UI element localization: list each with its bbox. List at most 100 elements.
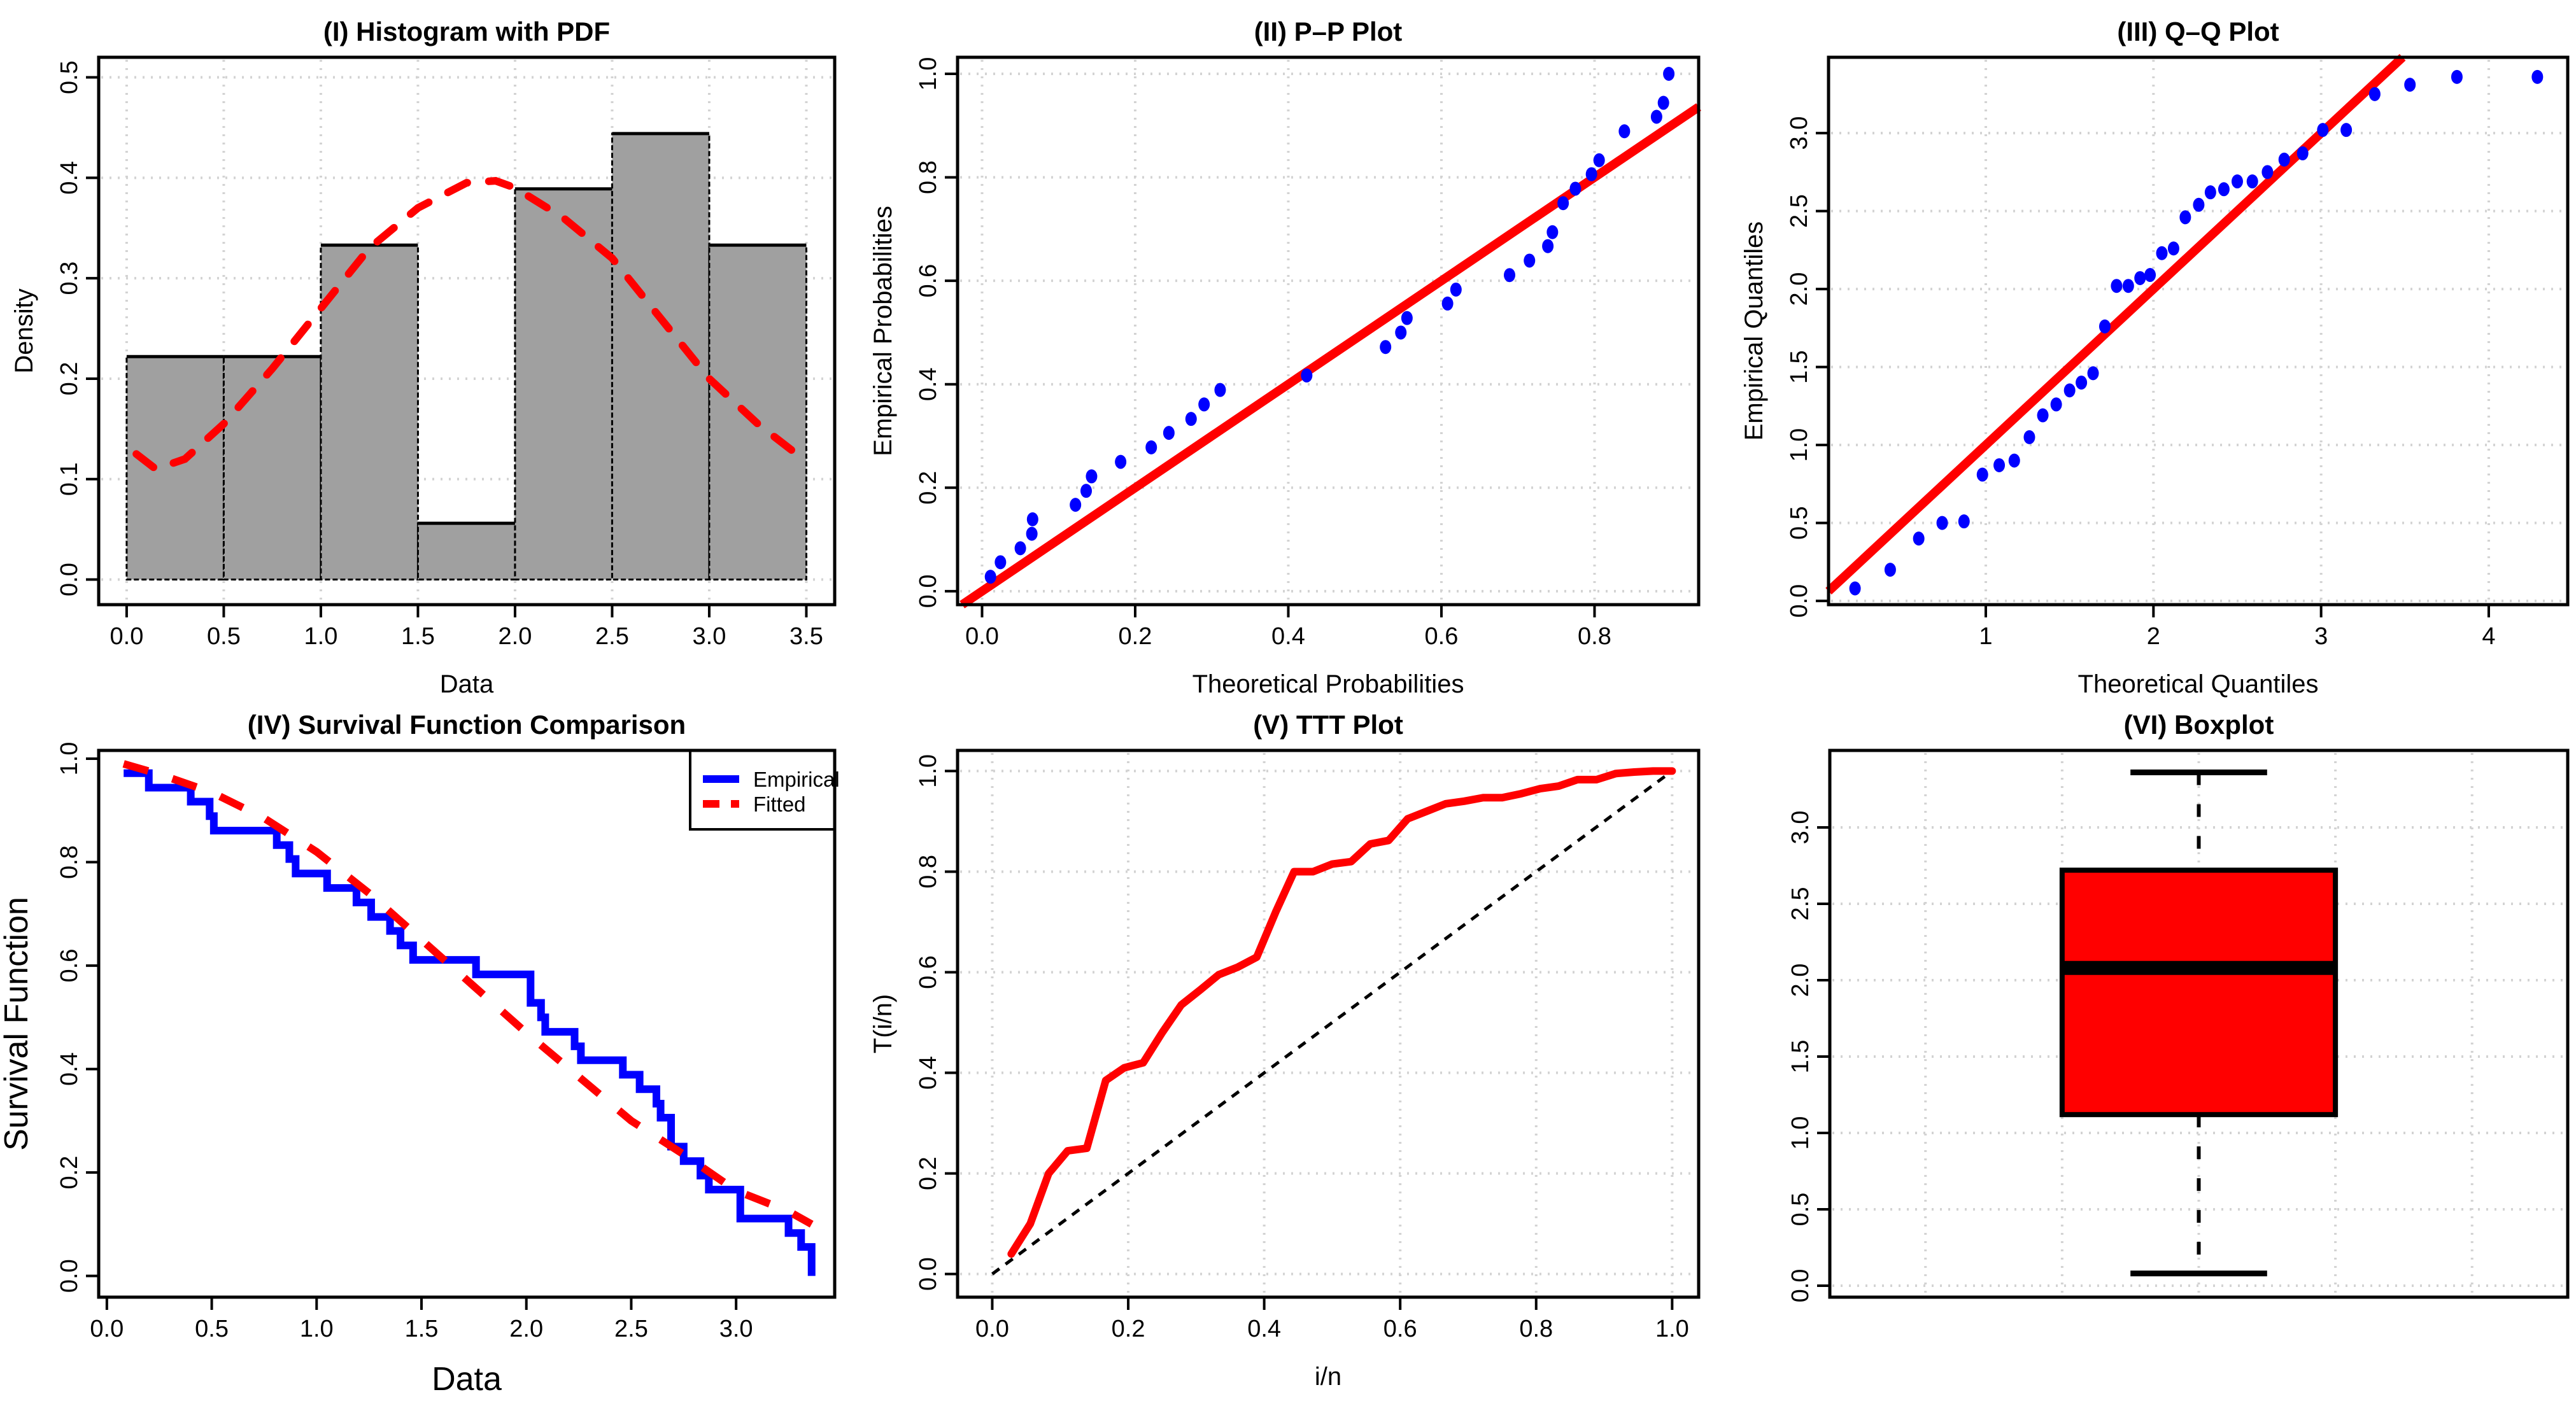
y-tick-label: 1.0: [1787, 1116, 1814, 1150]
data-point: [1913, 531, 1925, 546]
x-tick-label: 1.0: [300, 1316, 334, 1342]
data-point: [2050, 397, 2062, 412]
data-point: [1884, 563, 1896, 577]
data-point: [2231, 174, 2243, 189]
data-point: [2261, 165, 2274, 179]
y-tick-label: 0.0: [915, 1257, 942, 1291]
x-tick-label: 1.5: [401, 623, 435, 650]
x-tick-label: 4: [2482, 623, 2495, 650]
chart-title: (IV) Survival Function Comparison: [248, 710, 686, 740]
chart-title: (I) Histogram with PDF: [323, 17, 610, 46]
data-point: [2340, 123, 2353, 137]
data-point: [2296, 146, 2309, 160]
y-axis-label: Empirical Probabilities: [869, 206, 897, 456]
data-point: [2144, 268, 2156, 283]
x-axis-label: Theoretical Probabilities: [1192, 670, 1464, 698]
chart-title: (V) TTT Plot: [1253, 710, 1403, 740]
y-tick-label: 2.0: [1786, 272, 1813, 306]
data-point: [2134, 271, 2146, 285]
x-tick-label: 0.2: [1112, 1316, 1145, 1342]
y-tick-label: 0.5: [56, 60, 83, 94]
data-point: [2087, 366, 2099, 381]
y-tick-label: 1.0: [915, 57, 942, 91]
x-tick-label: 0.8: [1519, 1316, 1553, 1342]
histogram-bar: [320, 244, 419, 581]
data-point: [1441, 296, 1454, 311]
data-point: [1301, 368, 1313, 383]
y-tick-label: 0.5: [1786, 506, 1813, 540]
data-point: [1026, 512, 1038, 526]
y-axis-label: Survival Function: [0, 897, 35, 1151]
y-tick-label: 0.4: [915, 367, 942, 401]
y-tick-label: 0.8: [915, 855, 942, 889]
y-axis-label: Empirical Quantiles: [1740, 221, 1768, 441]
data-point: [1450, 282, 1462, 297]
y-tick-label: 0.4: [915, 1056, 942, 1090]
ttt-curve: [1007, 767, 1676, 1258]
y-tick-label: 2.5: [1786, 194, 1813, 228]
x-tick-label: 1: [1979, 623, 1992, 650]
x-tick-label: 2.5: [595, 623, 629, 650]
y-tick-label: 0.0: [915, 574, 942, 608]
data-point: [1657, 95, 1669, 110]
data-point: [1395, 325, 1407, 340]
y-axis-label: T(i/n): [869, 994, 897, 1053]
data-point: [2193, 197, 2205, 212]
y-tick-label: 1.5: [1786, 350, 1813, 384]
y-tick-label: 1.0: [915, 754, 942, 788]
data-point: [1993, 458, 2006, 472]
y-tick-label: 2.0: [1787, 964, 1814, 997]
data-point: [1585, 167, 1597, 181]
plot-frame: [956, 749, 1701, 1299]
y-tick-label: 0.2: [915, 471, 942, 505]
data-point: [2008, 453, 2020, 468]
data-point: [1976, 467, 1988, 482]
y-tick-label: 0.6: [915, 264, 942, 298]
y-tick-label: 0.8: [915, 160, 942, 194]
y-tick-label: 3.0: [1786, 116, 1813, 150]
histogram-bar: [416, 522, 516, 581]
data-point: [1503, 268, 1515, 283]
y-tick-label: 1.0: [1786, 428, 1813, 462]
x-axis-label: Data: [440, 670, 494, 698]
data-point: [1163, 426, 1175, 440]
plot-frame: [956, 55, 1701, 607]
x-axis-label: i/n: [1315, 1363, 1341, 1391]
data-point: [1115, 454, 1127, 469]
x-tick-label: 2.0: [499, 623, 532, 650]
data-point: [1663, 67, 1675, 81]
plot-frame: [1827, 55, 2570, 607]
x-tick-label: 1.0: [304, 623, 338, 650]
y-tick-label: 0.0: [56, 563, 83, 596]
y-tick-label: 0.0: [56, 1259, 83, 1293]
data-point: [1145, 440, 1157, 454]
y-tick-label: 2.5: [1787, 887, 1814, 921]
x-tick-label: 0.0: [110, 623, 144, 650]
data-point: [1026, 526, 1038, 541]
data-point: [1542, 239, 1554, 253]
data-point: [2167, 241, 2179, 256]
data-point: [2368, 87, 2381, 101]
plot-frame: [1828, 749, 2570, 1299]
y-tick-label: 0.6: [915, 955, 942, 989]
data-point: [1185, 412, 1197, 426]
data-point: [1618, 124, 1631, 139]
x-tick-label: 0.0: [975, 1316, 1009, 1342]
data-point: [1546, 225, 1559, 239]
data-point: [2404, 78, 2416, 92]
data-point: [2531, 69, 2544, 84]
x-tick-label: 3: [2314, 623, 2328, 650]
empirical-survival-line: [124, 769, 816, 1276]
data-point: [984, 570, 996, 584]
y-tick-label: 0.0: [1787, 1269, 1814, 1303]
y-axis-label: Density: [10, 288, 38, 373]
x-tick-label: 3.5: [789, 623, 823, 650]
histogram-bar: [222, 355, 322, 581]
legend-label-fitted: Fitted: [753, 792, 806, 816]
y-tick-label: 0.3: [56, 262, 83, 295]
data-point: [2246, 174, 2258, 189]
data-point: [1958, 514, 1970, 529]
legend-label-empirical: Empirical: [753, 768, 840, 791]
data-point: [2037, 408, 2049, 423]
